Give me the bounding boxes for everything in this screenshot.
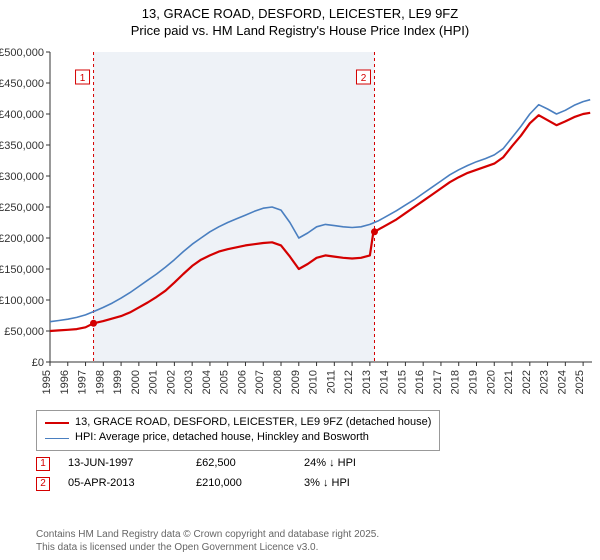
x-tick-label: 2005 [219,370,231,394]
y-tick-label: £300,000 [0,171,44,183]
line-chart-svg: £0 £50,000 £100,000 £150,000 £200,000 £250,00… [0,44,600,404]
y-tick-label: £350,000 [0,140,44,152]
x-tick-label: 1995 [41,370,53,394]
event-marker-number: 1 [80,73,86,84]
x-tick-label: 2024 [556,370,568,394]
y-tick-label: £150,000 [0,264,44,276]
legend-swatch [45,422,69,424]
legend-row: 13, GRACE ROAD, DESFORD, LEICESTER, LE9 … [45,415,431,430]
x-tick-label: 2018 [450,370,462,394]
x-tick-label: 2000 [130,370,142,394]
event-row-marker: 1 [36,457,50,471]
x-tick-label: 2001 [148,370,160,394]
title-line-2: Price paid vs. HM Land Registry's House … [0,23,600,40]
shade-band [94,52,375,362]
x-tick-label: 2009 [290,370,302,394]
x-tick-label: 2010 [308,370,320,394]
event-date: 13-JUN-1997 [68,454,178,474]
x-tick-label: 2003 [183,370,195,394]
event-price: £210,000 [196,474,286,494]
x-tick-label: 2023 [539,370,551,394]
legend-row: HPI: Average price, detached house, Hinc… [45,430,431,445]
y-tick-label: £100,000 [0,295,44,307]
x-tick-label: 1997 [77,370,89,394]
x-tick-label: 2013 [361,370,373,394]
y-tick-label: £250,000 [0,202,44,214]
chart-title: 13, GRACE ROAD, DESFORD, LEICESTER, LE9 … [0,0,600,40]
y-tick-label: £450,000 [0,78,44,90]
x-tick-label: 2025 [574,370,586,394]
y-tick-label: £50,000 [4,326,44,338]
attribution-text: Contains HM Land Registry data © Crown c… [36,528,379,554]
x-tick-label: 2020 [485,370,497,394]
event-marker-number: 2 [361,73,367,84]
title-line-1: 13, GRACE ROAD, DESFORD, LEICESTER, LE9 … [0,6,600,23]
x-tick-label: 2014 [379,370,391,394]
y-tick-label: £500,000 [0,47,44,59]
y-tick-label: £400,000 [0,109,44,121]
x-tick-label: 2021 [503,370,515,394]
y-tick-label: £200,000 [0,233,44,245]
x-tick-label: 1998 [94,370,106,394]
x-tick-label: 2016 [414,370,426,394]
chart-area: £0 £50,000 £100,000 £150,000 £200,000 £250,00… [0,44,600,404]
event-delta: 24% ↓ HPI [304,454,414,474]
event-row-marker: 2 [36,477,50,491]
x-tick-label: 2002 [165,370,177,394]
event-delta: 3% ↓ HPI [304,474,414,494]
x-tick-label: 2011 [325,370,337,394]
event-table: 1 13-JUN-1997 £62,500 24% ↓ HPI 2 05-APR-2013… [36,454,414,494]
x-tick-label: 2008 [272,370,284,394]
x-tick-label: 2022 [521,370,533,394]
legend-label: HPI: Average price, detached house, Hinc… [75,430,369,445]
x-tick-label: 1996 [59,370,71,394]
x-tick-label: 2007 [254,370,266,394]
event-row: 1 13-JUN-1997 £62,500 24% ↓ HPI [36,454,414,474]
event-row: 2 05-APR-2013 £210,000 3% ↓ HPI [36,474,414,494]
x-tick-label: 2012 [343,370,355,394]
x-tick-label: 2006 [236,370,248,394]
x-tick-label: 2015 [396,370,408,394]
attribution-line-2: This data is licensed under the Open Gov… [36,541,379,554]
x-tick-label: 2017 [432,370,444,394]
x-tick-label: 1999 [112,370,124,394]
attribution-line-1: Contains HM Land Registry data © Crown c… [36,528,379,541]
x-tick-label: 2004 [201,370,213,394]
legend-swatch [45,438,69,439]
legend-box: 13, GRACE ROAD, DESFORD, LEICESTER, LE9 … [36,410,440,451]
event-date: 05-APR-2013 [68,474,178,494]
legend-label: 13, GRACE ROAD, DESFORD, LEICESTER, LE9 … [75,415,431,430]
event-price: £62,500 [196,454,286,474]
x-tick-label: 2019 [467,370,479,394]
y-tick-label: £0 [32,357,44,369]
